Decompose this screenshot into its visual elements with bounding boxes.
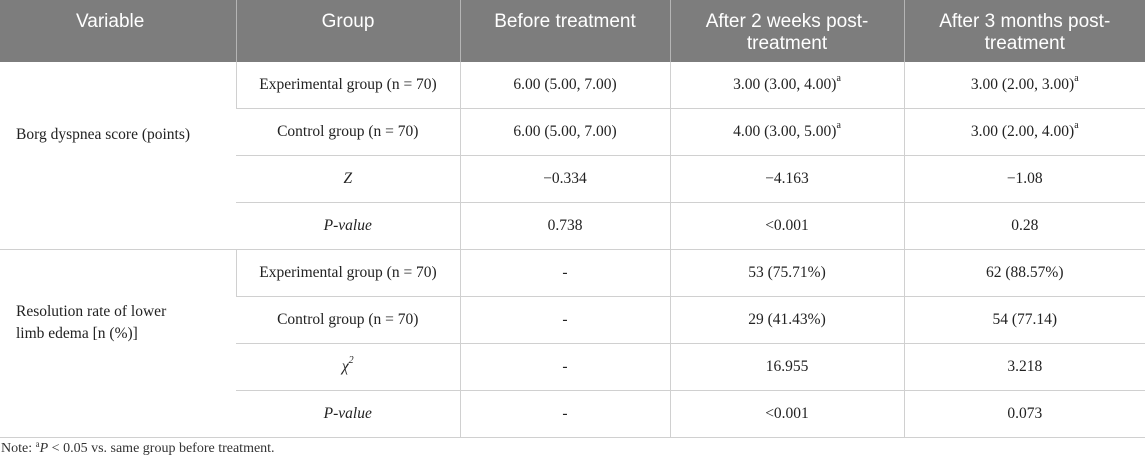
group-cell: Control group (n = 70) [236, 296, 460, 344]
before-cell: 6.00 (5.00, 7.00) [459, 108, 670, 156]
before-cell: - [459, 249, 670, 297]
week2-cell: 16.955 [669, 343, 904, 391]
before-cell: 0.738 [459, 202, 670, 250]
table-row: Borg dyspnea score (points) Experimental… [0, 62, 1145, 250]
month3-cell: 62 (88.57%) [903, 249, 1145, 297]
before-cell: 6.00 (5.00, 7.00) [459, 62, 670, 109]
month3-cell: 3.218 [903, 343, 1145, 391]
before-cell: - [459, 343, 670, 391]
group-cell: χ2 [236, 343, 460, 391]
table-row: Z −0.334 −4.163 −1.08 [0, 155, 1145, 203]
month3-cell: 0.073 [903, 390, 1145, 438]
before-cell: - [459, 390, 670, 438]
group-cell: P-value [236, 390, 460, 438]
week2-cell: 3.00 (3.00, 4.00)a [669, 62, 904, 109]
group-cell: Z [236, 155, 460, 203]
group-cell: P-value [236, 202, 460, 250]
group-cell: Experimental group (n = 70) [235, 249, 460, 297]
table-row: Control group (n = 70) 6.00 (5.00, 7.00)… [0, 108, 1145, 156]
variable-cell: Resolution rate of lower limb edema [n (… [0, 249, 236, 438]
table-row: P-value - <0.001 0.073 [0, 390, 1145, 438]
results-table: Variable Group Before treatment After 2 … [0, 0, 1145, 438]
month3-cell: 3.00 (2.00, 3.00)a [903, 62, 1145, 109]
table-row: Resolution rate of lower limb edema [n (… [0, 249, 1145, 438]
week2-cell: 4.00 (3.00, 5.00)a [669, 108, 904, 156]
month3-cell: 0.28 [903, 202, 1145, 250]
table-row: P-value 0.738 <0.001 0.28 [0, 202, 1145, 250]
week2-cell: <0.001 [669, 390, 904, 438]
table-row: χ2 - 16.955 3.218 [0, 343, 1145, 391]
month3-cell: −1.08 [903, 155, 1145, 203]
header-variable: Variable [0, 0, 236, 62]
header-before-treatment: Before treatment [459, 0, 670, 62]
week2-cell: <0.001 [669, 202, 904, 250]
before-cell: −0.334 [459, 155, 670, 203]
header-row: Variable Group Before treatment After 2 … [0, 0, 1145, 62]
week2-cell: 29 (41.43%) [669, 296, 904, 344]
header-after-3-months: After 3 months post-treatment [903, 0, 1145, 62]
table-note: Note: aP < 0.05 vs. same group before tr… [1, 439, 275, 456]
before-cell: - [459, 296, 670, 344]
group-cell: Control group (n = 70) [236, 108, 460, 156]
month3-cell: 54 (77.14) [903, 296, 1145, 344]
table-row: Control group (n = 70) - 29 (41.43%) 54 … [0, 296, 1145, 344]
group-cell: Experimental group (n = 70) [235, 62, 460, 109]
header-group: Group [235, 0, 460, 62]
week2-cell: −4.163 [669, 155, 904, 203]
header-after-2-weeks: After 2 weeks post-treatment [669, 0, 904, 62]
week2-cell: 53 (75.71%) [669, 249, 904, 297]
variable-cell: Borg dyspnea score (points) [0, 62, 236, 250]
month3-cell: 3.00 (2.00, 4.00)a [903, 108, 1145, 156]
